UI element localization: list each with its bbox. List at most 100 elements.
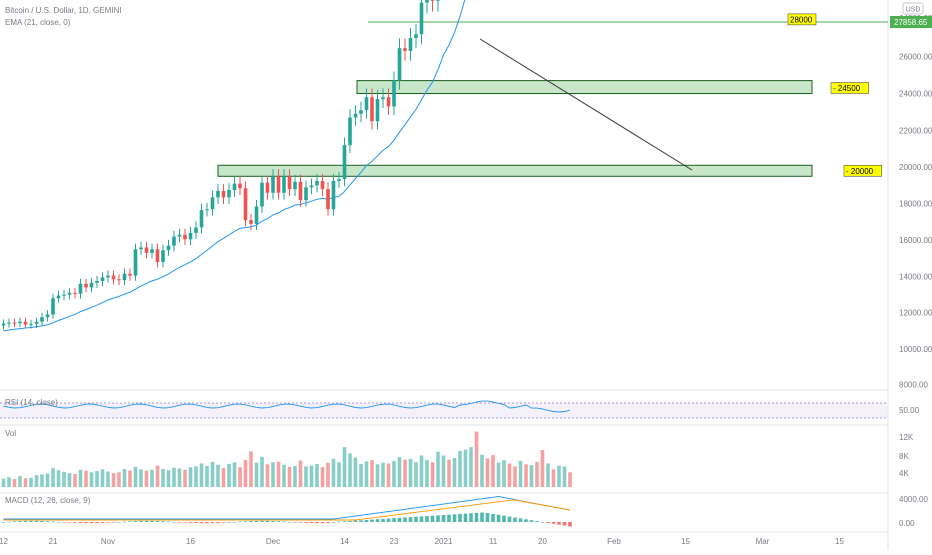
candle[interactable]	[375, 99, 380, 122]
macd-histogram-bar	[293, 522, 297, 523]
candle[interactable]	[353, 113, 358, 118]
candle[interactable]	[304, 187, 308, 201]
candle[interactable]	[29, 323, 33, 325]
candle[interactable]	[199, 210, 204, 228]
candle[interactable]	[45, 314, 50, 318]
candle[interactable]	[392, 80, 396, 107]
candle[interactable]	[78, 283, 83, 294]
candle[interactable]	[342, 145, 347, 180]
candle[interactable]	[359, 110, 363, 114]
candle[interactable]	[100, 277, 105, 282]
candle[interactable]	[348, 117, 352, 146]
volume-bar	[7, 477, 11, 487]
candle[interactable]	[194, 227, 198, 233]
candle[interactable]	[18, 321, 22, 324]
candle[interactable]	[282, 176, 286, 193]
candle[interactable]	[56, 295, 61, 299]
candle[interactable]	[111, 275, 116, 280]
candle[interactable]	[139, 247, 143, 250]
candle[interactable]	[172, 236, 176, 246]
candle[interactable]	[331, 180, 336, 210]
candle[interactable]	[249, 220, 253, 224]
macd-histogram-bar	[78, 522, 83, 524]
candle[interactable]	[271, 176, 275, 193]
macd-histogram-bar	[469, 513, 473, 522]
candle[interactable]	[166, 245, 171, 251]
macd-histogram-bar	[342, 521, 347, 522]
candle[interactable]	[293, 181, 297, 190]
volume-bar	[73, 473, 77, 487]
candle[interactable]	[408, 37, 413, 51]
candle[interactable]	[89, 282, 94, 288]
candle[interactable]	[403, 48, 407, 51]
candle[interactable]	[34, 321, 39, 324]
candle[interactable]	[315, 180, 319, 186]
candle[interactable]	[150, 249, 154, 253]
candle[interactable]	[260, 182, 264, 207]
candle[interactable]	[414, 34, 418, 38]
candle[interactable]	[106, 275, 110, 278]
candle[interactable]	[436, 0, 440, 1]
candle[interactable]	[337, 179, 341, 181]
annotation-label-box[interactable]	[843, 165, 882, 177]
candle[interactable]	[243, 188, 248, 221]
candle[interactable]	[122, 273, 127, 281]
candle[interactable]	[1, 323, 6, 326]
candle[interactable]	[276, 176, 281, 193]
currency-button[interactable]	[902, 2, 924, 15]
support-zone[interactable]	[217, 164, 813, 177]
candle[interactable]	[425, 0, 429, 3]
volume-bar	[188, 467, 193, 487]
candle[interactable]	[364, 97, 369, 111]
candle[interactable]	[155, 249, 160, 262]
macd-histogram-bar	[177, 522, 182, 523]
candle[interactable]	[227, 190, 231, 198]
candle[interactable]	[287, 176, 292, 190]
candle[interactable]	[188, 232, 193, 240]
macd-histogram-bar	[287, 521, 292, 523]
candle[interactable]	[73, 292, 77, 294]
candle[interactable]	[254, 206, 259, 224]
candle[interactable]	[23, 321, 28, 325]
support-zone[interactable]	[356, 80, 813, 95]
candle[interactable]	[177, 234, 182, 237]
candle[interactable]	[7, 322, 11, 324]
candle[interactable]	[62, 294, 66, 296]
candle[interactable]	[144, 247, 149, 253]
candle[interactable]	[216, 190, 220, 198]
descending-trendline[interactable]	[479, 38, 693, 171]
candle[interactable]	[265, 182, 270, 193]
candle[interactable]	[381, 97, 385, 100]
candle[interactable]	[67, 292, 72, 295]
candle[interactable]	[84, 283, 88, 288]
candle[interactable]	[370, 97, 374, 122]
candle[interactable]	[128, 273, 132, 276]
candle[interactable]	[161, 250, 165, 262]
candle[interactable]	[238, 183, 242, 189]
candle[interactable]	[298, 181, 303, 201]
candle[interactable]	[117, 279, 121, 281]
candle[interactable]	[40, 317, 44, 322]
candle[interactable]	[183, 234, 187, 240]
candle[interactable]	[95, 281, 99, 283]
candle[interactable]	[51, 298, 55, 315]
annotation-label-box[interactable]	[787, 13, 817, 26]
candle[interactable]	[430, 0, 435, 1]
candle[interactable]	[320, 180, 325, 190]
candle[interactable]	[326, 189, 330, 210]
candle[interactable]	[205, 209, 209, 211]
candle[interactable]	[133, 249, 138, 276]
macd-histogram-bar	[540, 522, 545, 523]
candle[interactable]	[12, 322, 17, 324]
macd-histogram-bar	[282, 521, 286, 523]
candle[interactable]	[309, 185, 314, 188]
candle[interactable]	[210, 197, 215, 210]
candle[interactable]	[419, 2, 424, 35]
candle[interactable]	[232, 183, 237, 191]
macd-histogram-bar	[161, 521, 165, 522]
annotation-label-box[interactable]	[830, 82, 869, 94]
candle[interactable]	[386, 97, 391, 107]
candle[interactable]	[221, 190, 226, 198]
candle[interactable]	[397, 48, 402, 81]
